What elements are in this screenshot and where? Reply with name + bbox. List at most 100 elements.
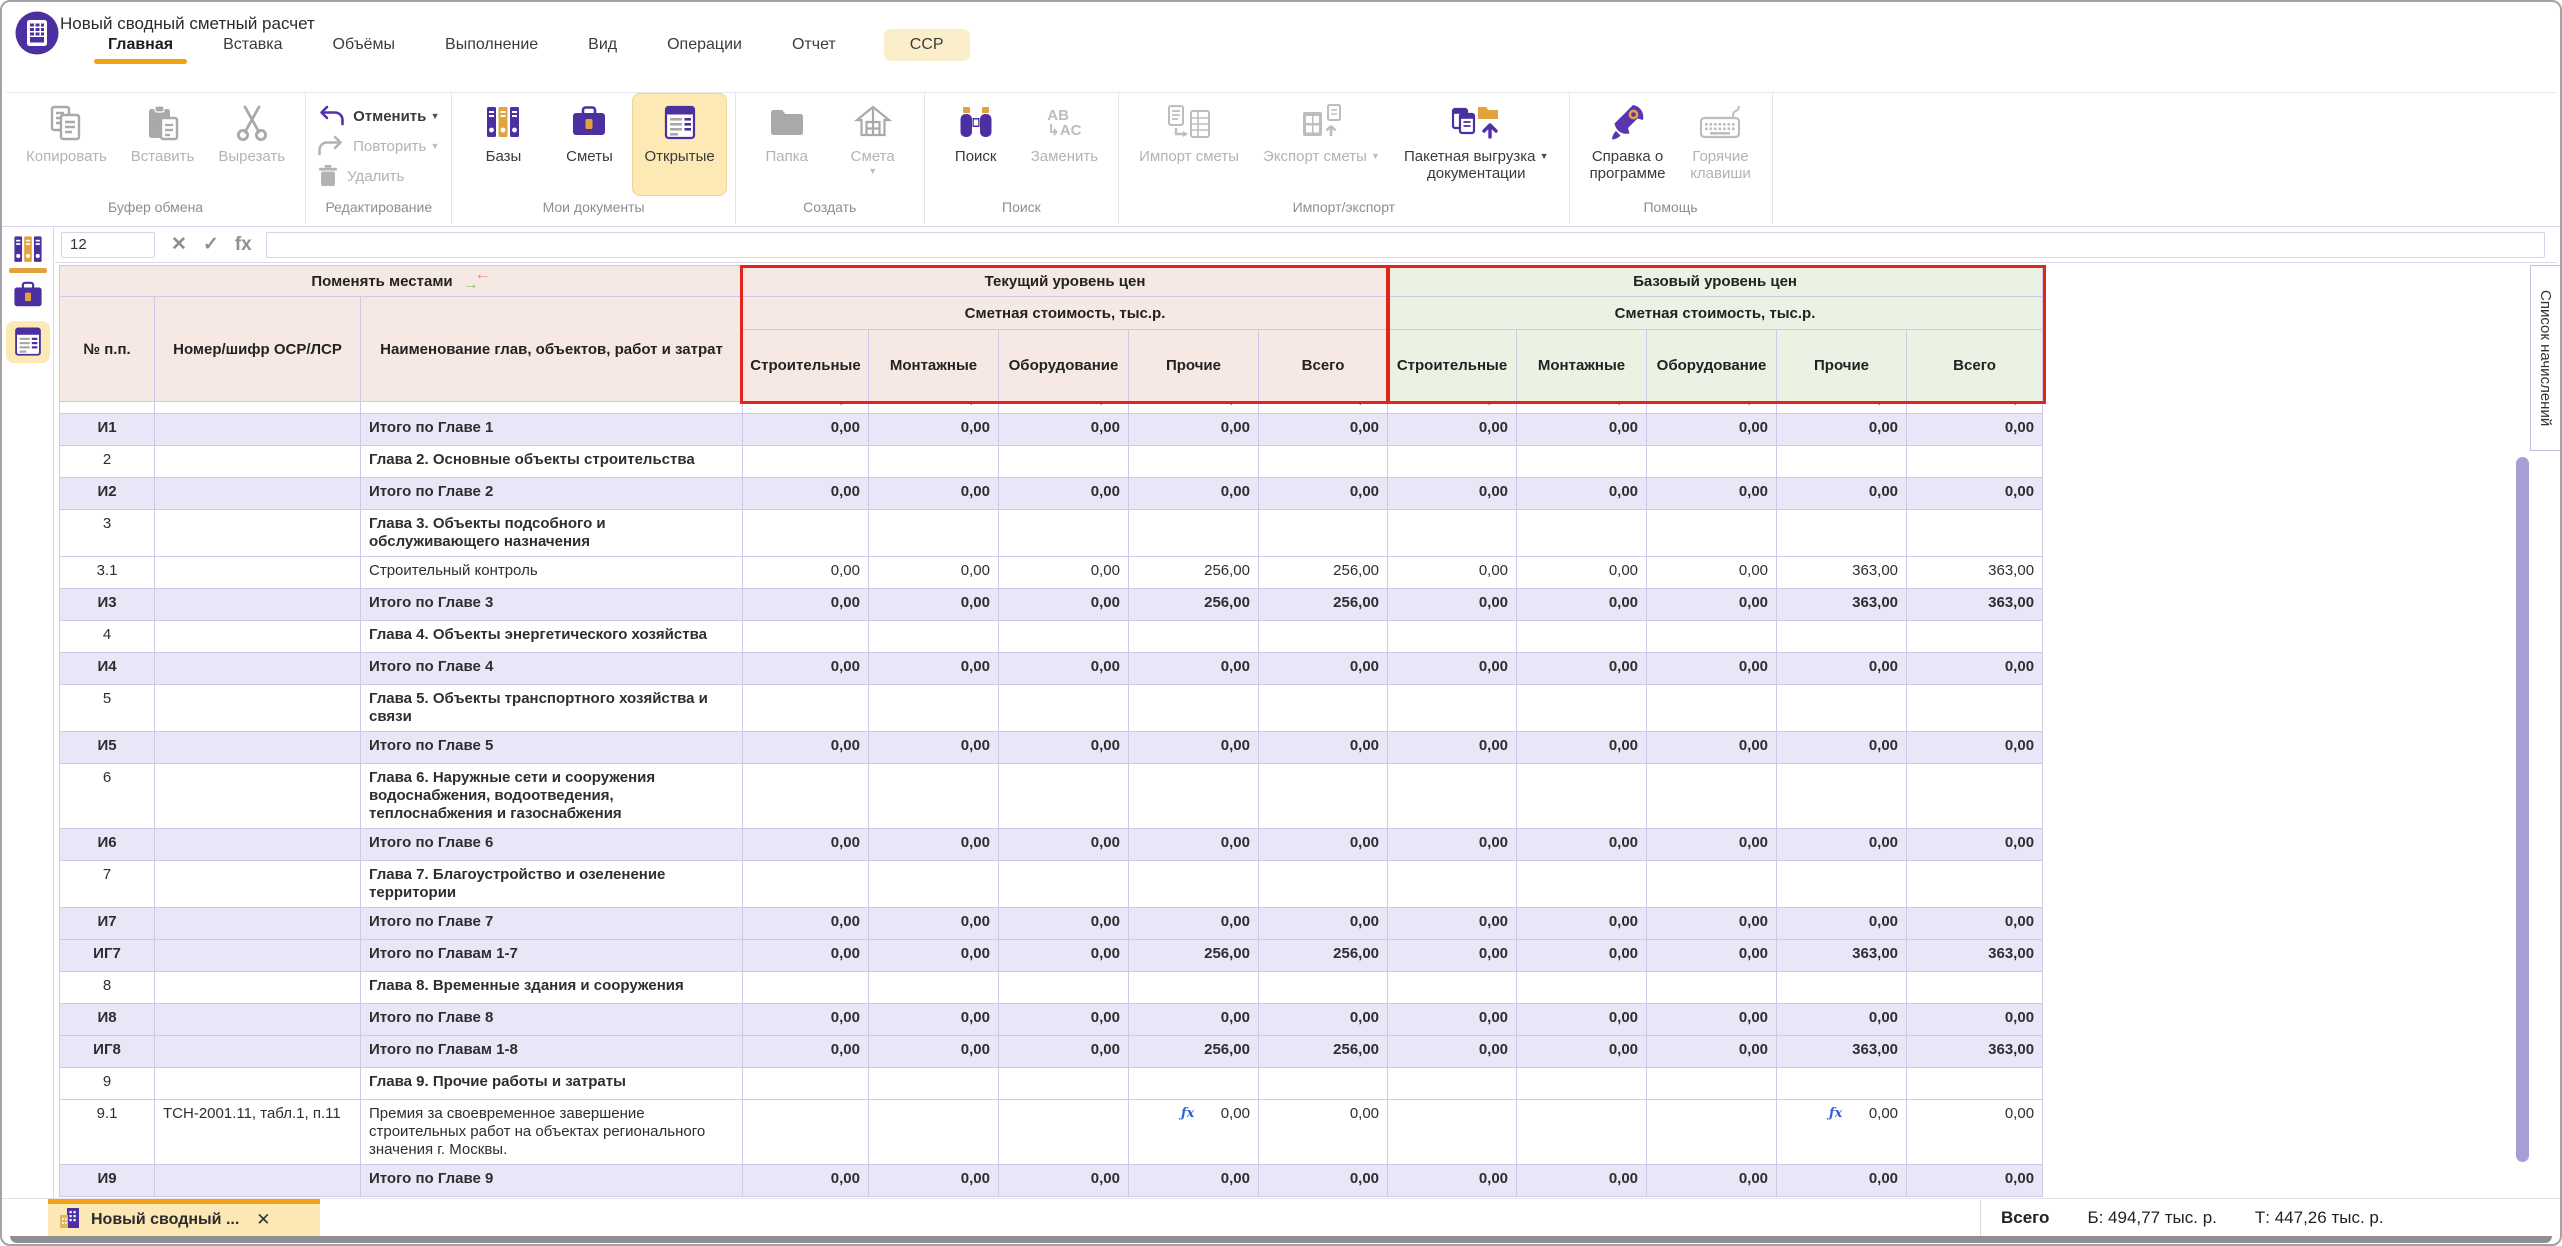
cell-value[interactable]: 0,00 <box>1777 908 1907 940</box>
tab-3[interactable]: Объёмы <box>331 30 397 60</box>
cell-value[interactable] <box>869 1068 999 1100</box>
cell-value[interactable]: 0,00 <box>999 732 1129 764</box>
open-documents-icon[interactable] <box>6 321 50 363</box>
cell-value[interactable]: 0,00 <box>1388 940 1517 972</box>
cell-name[interactable] <box>361 402 743 414</box>
cell-number[interactable]: И7 <box>60 908 155 940</box>
cell-value[interactable]: 0,00 <box>743 940 869 972</box>
fx-icon[interactable]: fx <box>235 234 252 256</box>
cell-value[interactable] <box>1517 861 1647 908</box>
cell-value[interactable] <box>1777 685 1907 732</box>
cell-value[interactable]: 256,00 <box>1129 940 1259 972</box>
cell-value[interactable]: 0,00 <box>999 1036 1129 1068</box>
cell-value[interactable]: 0,00 <box>743 589 869 621</box>
cell-value[interactable] <box>743 1068 869 1100</box>
ribbon-button[interactable]: Папка <box>744 93 830 196</box>
cell-value[interactable] <box>1517 972 1647 1004</box>
cell-value[interactable] <box>1259 764 1388 829</box>
cell-value[interactable]: 0,00 <box>999 589 1129 621</box>
ribbon-button[interactable]: Базы <box>460 93 546 196</box>
cell-value[interactable]: 0,00 <box>1517 557 1647 589</box>
cell-code[interactable] <box>155 1004 361 1036</box>
cell-value[interactable]: 0,00 <box>999 829 1129 861</box>
cell-value[interactable] <box>1129 685 1259 732</box>
cell-value[interactable]: 0,00 <box>1517 1036 1647 1068</box>
cell-value[interactable]: 0,00 <box>743 908 869 940</box>
cell-value[interactable]: 0,00 <box>1388 653 1517 685</box>
cell-value[interactable]: 0,00 <box>999 414 1129 446</box>
cell-value[interactable] <box>999 861 1129 908</box>
cell-value[interactable] <box>1517 621 1647 653</box>
cell-name[interactable]: Глава 7. Благоустройство и озеленение те… <box>361 861 743 908</box>
cell-value[interactable]: 0,00 <box>1647 589 1777 621</box>
cell-value[interactable]: 0,00 <box>1517 414 1647 446</box>
cell-value[interactable]: 0,00 <box>1259 414 1388 446</box>
cell-value[interactable]: 0,00 <box>999 908 1129 940</box>
cell-value[interactable] <box>1517 764 1647 829</box>
cell-value[interactable]: 363,00 <box>1777 940 1907 972</box>
cell-value[interactable] <box>999 621 1129 653</box>
cell-name[interactable]: Итого по Главе 4 <box>361 653 743 685</box>
cell-code[interactable] <box>155 414 361 446</box>
tab-7[interactable]: Отчет <box>790 30 838 60</box>
cell-number[interactable]: 8 <box>60 972 155 1004</box>
cell-value[interactable]: 256,00 <box>1129 557 1259 589</box>
cell-value[interactable]: 0,00 <box>1647 1004 1777 1036</box>
cell-code[interactable] <box>155 732 361 764</box>
cell-name[interactable]: Итого по Главе 9 <box>361 1165 743 1197</box>
cell-value[interactable] <box>869 764 999 829</box>
ribbon-button[interactable]: Отменить ▼ <box>318 105 439 127</box>
cell-value[interactable] <box>1388 446 1517 478</box>
cell-value[interactable] <box>869 861 999 908</box>
cell-value[interactable] <box>1907 685 2043 732</box>
cell-value[interactable] <box>1517 685 1647 732</box>
cell-value[interactable]: 0,00 <box>999 557 1129 589</box>
cell-value[interactable]: 0,00 <box>1647 402 1777 414</box>
cell-value[interactable]: 0,00 <box>869 940 999 972</box>
cell-name[interactable]: Строительный контроль <box>361 557 743 589</box>
cell-value[interactable] <box>1907 764 2043 829</box>
ribbon-button[interactable]: Поиск <box>933 93 1019 196</box>
ribbon-button[interactable]: Копировать <box>14 93 119 196</box>
cell-value[interactable] <box>1907 1068 2043 1100</box>
cell-name[interactable]: Глава 3. Объекты подсобного и обслуживаю… <box>361 510 743 557</box>
cell-value[interactable] <box>1129 446 1259 478</box>
cell-value[interactable]: 256,00 <box>1259 557 1388 589</box>
cell-value[interactable] <box>1388 1100 1517 1165</box>
cell-value[interactable]: 0,00 <box>1388 732 1517 764</box>
cell-value[interactable]: 0,00 <box>1388 908 1517 940</box>
cell-value[interactable]: 363,00 <box>1907 940 2043 972</box>
cell-name[interactable]: Итого по Главе 7 <box>361 908 743 940</box>
cell-code[interactable] <box>155 446 361 478</box>
cell-value[interactable]: 0,00 <box>1517 908 1647 940</box>
cell-value[interactable] <box>1259 861 1388 908</box>
cell-number[interactable]: 4 <box>60 621 155 653</box>
cell-value[interactable]: 0,00 <box>743 653 869 685</box>
cell-value[interactable]: 0,00 <box>1647 1036 1777 1068</box>
cell-number[interactable]: 3.1 <box>60 557 155 589</box>
cell-code[interactable] <box>155 764 361 829</box>
cell-value[interactable]: 0,00 <box>1259 653 1388 685</box>
cell-number[interactable]: И3 <box>60 589 155 621</box>
cell-value[interactable] <box>1647 685 1777 732</box>
cell-value[interactable]: 0,00 <box>1129 908 1259 940</box>
cell-value[interactable] <box>999 1068 1129 1100</box>
cell-value[interactable] <box>1777 861 1907 908</box>
cell-value[interactable] <box>1777 972 1907 1004</box>
cell-value[interactable] <box>999 510 1129 557</box>
cell-value[interactable] <box>1517 1100 1647 1165</box>
cell-value[interactable]: 0,00 <box>1388 402 1517 414</box>
cell-value[interactable] <box>1907 510 2043 557</box>
cell-reference-input[interactable] <box>61 232 155 258</box>
cell-value[interactable]: 0,00 <box>999 1165 1129 1197</box>
cell-value[interactable]: 0,00 <box>1259 1004 1388 1036</box>
cell-value[interactable]: 0,00 <box>1259 1100 1388 1165</box>
cell-value[interactable]: 0,00 <box>869 589 999 621</box>
cell-value[interactable]: 0,00 <box>1777 732 1907 764</box>
cell-value[interactable]: 0,00 <box>869 402 999 414</box>
cell-value[interactable]: 0,00 <box>869 1004 999 1036</box>
ribbon-button[interactable]: Импорт сметы <box>1127 93 1251 196</box>
cell-value[interactable] <box>1777 764 1907 829</box>
cell-name[interactable]: Глава 8. Временные здания и сооружения <box>361 972 743 1004</box>
ribbon-button[interactable]: Открытые <box>632 93 726 196</box>
